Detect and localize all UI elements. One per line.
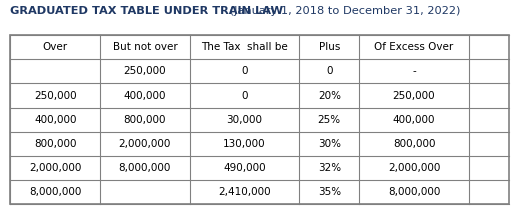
Text: 800,000: 800,000	[393, 139, 435, 149]
Text: 800,000: 800,000	[124, 115, 166, 125]
Text: 8,000,000: 8,000,000	[119, 163, 171, 173]
Text: 30,000: 30,000	[226, 115, 263, 125]
Text: 2,000,000: 2,000,000	[119, 139, 171, 149]
Text: Plus: Plus	[319, 42, 340, 52]
Bar	[10, 35, 509, 204]
Text: 400,000: 400,000	[124, 90, 166, 100]
Text: 25%: 25%	[318, 115, 341, 125]
Text: 2,410,000: 2,410,000	[219, 187, 271, 197]
Text: -: -	[412, 67, 416, 77]
Text: 32%: 32%	[318, 163, 341, 173]
Text: 250,000: 250,000	[392, 90, 435, 100]
Text: 800,000: 800,000	[34, 139, 77, 149]
Text: 30%: 30%	[318, 139, 341, 149]
Text: 400,000: 400,000	[393, 115, 435, 125]
Text: 0: 0	[242, 90, 248, 100]
Text: But not over: But not over	[113, 42, 177, 52]
Text: 130,000: 130,000	[223, 139, 266, 149]
Text: Of Excess Over: Of Excess Over	[374, 42, 454, 52]
Text: 2,000,000: 2,000,000	[29, 163, 81, 173]
Text: 20%: 20%	[318, 90, 341, 100]
Text: GRADUATED TAX TABLE UNDER TRAIN LAW: GRADUATED TAX TABLE UNDER TRAIN LAW	[10, 6, 283, 16]
Text: 250,000: 250,000	[34, 90, 77, 100]
Text: 490,000: 490,000	[223, 163, 266, 173]
Text: 250,000: 250,000	[124, 67, 166, 77]
Text: 35%: 35%	[318, 187, 341, 197]
Text: 400,000: 400,000	[34, 115, 77, 125]
Text: The Tax  shall be: The Tax shall be	[201, 42, 288, 52]
Text: 0: 0	[242, 67, 248, 77]
Text: 8,000,000: 8,000,000	[388, 187, 440, 197]
Text: 0: 0	[326, 67, 333, 77]
Text: (January 1, 2018 to December 31, 2022): (January 1, 2018 to December 31, 2022)	[226, 6, 460, 16]
Text: 2,000,000: 2,000,000	[388, 163, 440, 173]
Text: Over: Over	[42, 42, 68, 52]
Text: 8,000,000: 8,000,000	[29, 187, 81, 197]
